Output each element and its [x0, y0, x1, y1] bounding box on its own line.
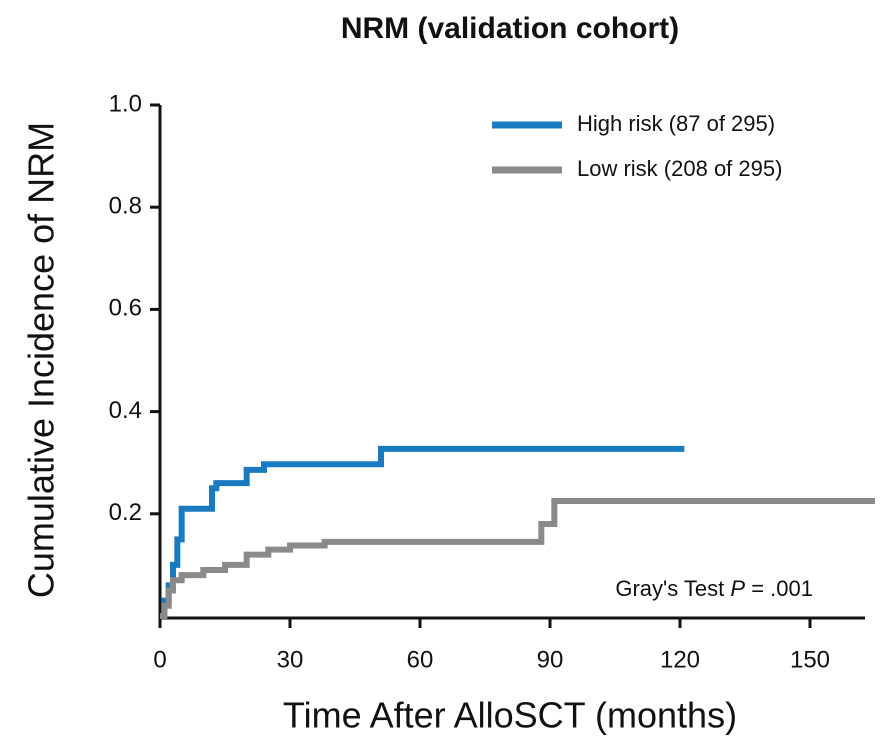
y-tick-label: 1.0	[109, 90, 142, 117]
y-tick-label: 0.2	[109, 499, 142, 526]
annotation-prefix: Gray's Test	[615, 576, 724, 601]
y-axis-title: Cumulative Incidence of NRM	[21, 122, 62, 598]
y-tick-label: 0.6	[109, 295, 142, 322]
x-tick-label: 60	[407, 646, 434, 673]
series-line	[160, 498, 875, 619]
x-tick-label: 120	[660, 646, 700, 673]
x-tick-label: 90	[537, 646, 564, 673]
x-axis-title: Time After AlloSCT (months)	[283, 695, 737, 736]
annotation: Gray's Test P = .001	[615, 576, 813, 601]
legend-label: High risk (87 of 295)	[577, 111, 775, 136]
series-line	[160, 445, 685, 619]
x-tick-label: 0	[153, 646, 166, 673]
x-tick-label: 30	[277, 646, 304, 673]
y-tick-label: 0.8	[109, 193, 142, 220]
chart-title: NRM (validation cohort)	[341, 12, 679, 45]
x-tick-label: 150	[790, 646, 830, 673]
legend-label: Low risk (208 of 295)	[577, 156, 782, 181]
y-tick-label: 0.4	[109, 397, 142, 424]
annotation-italic: P	[730, 576, 745, 601]
annotation-suffix: = .001	[751, 576, 813, 601]
